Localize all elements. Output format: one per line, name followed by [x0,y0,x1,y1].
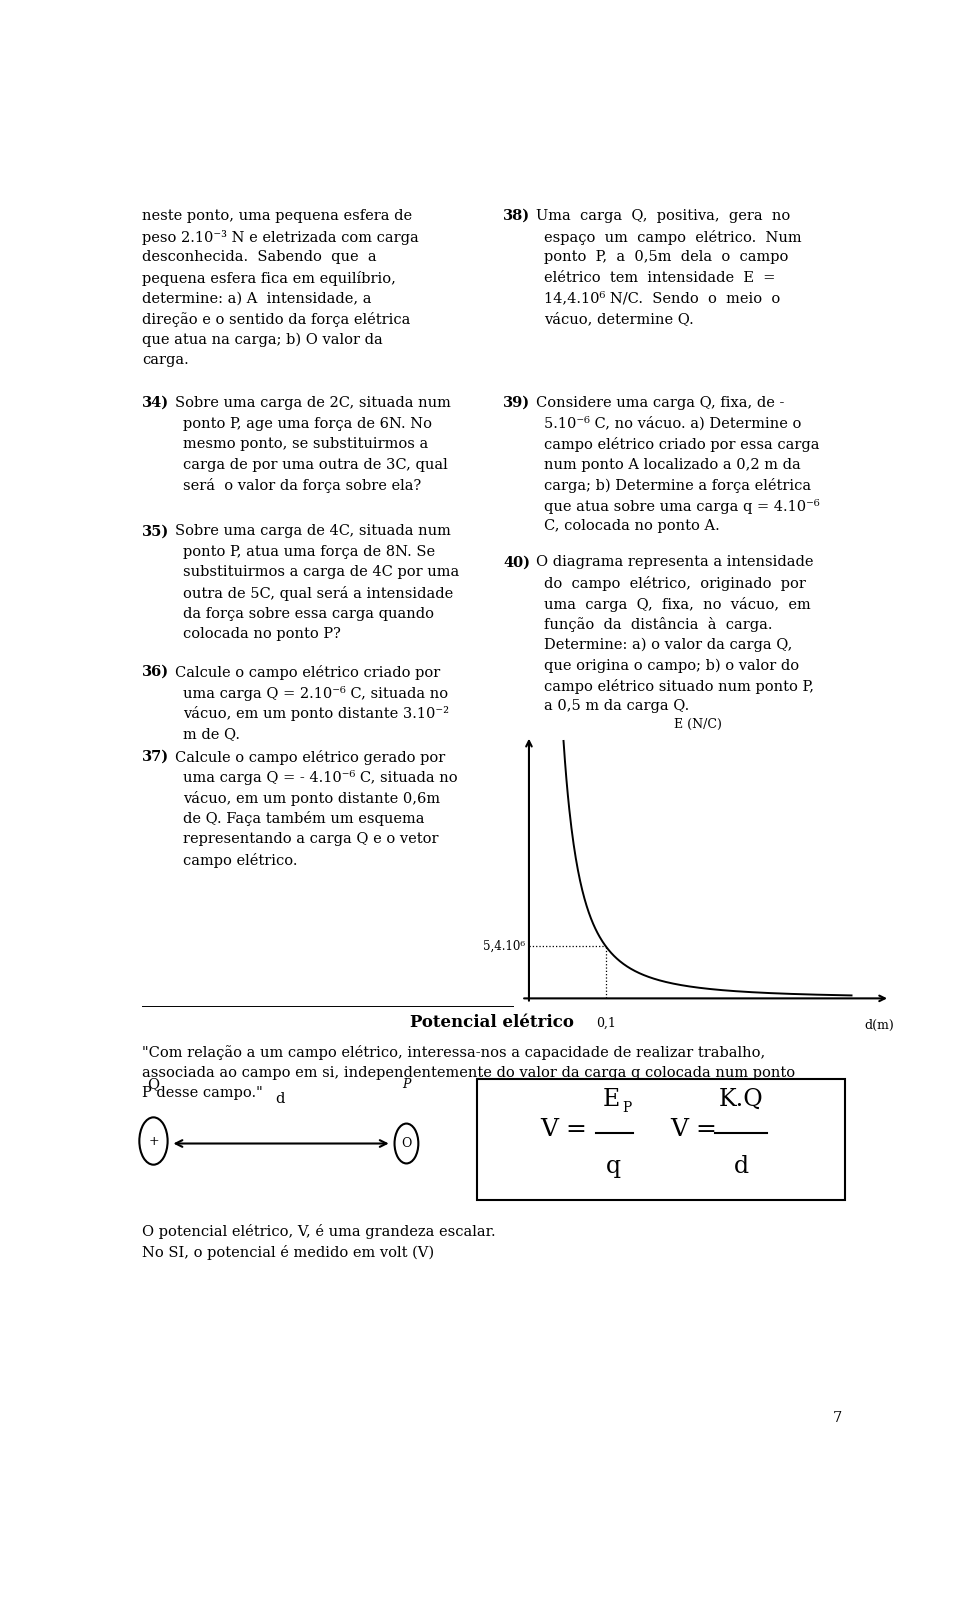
Text: E (N/C): E (N/C) [674,718,722,731]
Text: ponto  P,  a  0,5m  dela  o  campo: ponto P, a 0,5m dela o campo [544,251,788,264]
Text: outra de 5C, qual será a intensidade: outra de 5C, qual será a intensidade [183,586,453,600]
Text: 36): 36) [142,665,170,680]
Text: do  campo  elétrico,  originado  por: do campo elétrico, originado por [544,576,806,591]
Text: elétrico  tem  intensidade  E  =: elétrico tem intensidade E = [544,270,776,285]
Text: representando a carga Q e o vetor: representando a carga Q e o vetor [183,832,439,846]
Text: mesmo ponto, se substituirmos a: mesmo ponto, se substituirmos a [183,437,428,451]
Text: Sobre uma carga de 2C, situada num: Sobre uma carga de 2C, situada num [175,396,451,409]
Text: 5,4.10⁶: 5,4.10⁶ [483,940,525,953]
Text: "Com relação a um campo elétrico, interessa-nos a capacidade de realizar trabalh: "Com relação a um campo elétrico, intere… [142,1045,765,1060]
Text: que atua sobre uma carga q = 4.10⁻⁶: que atua sobre uma carga q = 4.10⁻⁶ [544,498,820,515]
Text: d(m): d(m) [864,1019,894,1032]
Text: 35): 35) [142,524,170,539]
Text: 37): 37) [142,749,170,764]
Text: O diagrama representa a intensidade: O diagrama representa a intensidade [536,555,813,570]
Text: de Q. Faça também um esquema: de Q. Faça também um esquema [183,812,424,827]
Text: associada ao campo em si, independentemente do valor da carga q colocada num pon: associada ao campo em si, independenteme… [142,1066,796,1079]
Text: +: + [148,1134,158,1147]
Text: O: O [401,1137,412,1150]
Text: E: E [603,1087,619,1112]
Text: espaço  um  campo  elétrico.  Num: espaço um campo elétrico. Num [544,230,802,244]
Text: P: P [622,1100,632,1115]
Text: função  da  distância  à  carga.: função da distância à carga. [544,616,773,633]
Text: num ponto A localizado a 0,2 m da: num ponto A localizado a 0,2 m da [544,458,801,472]
Text: ponto P, atua uma força de 8N. Se: ponto P, atua uma força de 8N. Se [183,545,436,558]
Text: 0,1: 0,1 [596,1016,615,1029]
Text: neste ponto, uma pequena esfera de: neste ponto, uma pequena esfera de [142,209,413,223]
Text: uma carga Q = - 4.10⁻⁶ C, situada no: uma carga Q = - 4.10⁻⁶ C, situada no [183,770,458,785]
Text: colocada no ponto P?: colocada no ponto P? [183,628,341,641]
Text: vácuo, em um ponto distante 0,6m: vácuo, em um ponto distante 0,6m [183,791,441,806]
Text: q: q [606,1155,621,1178]
Text: vácuo, em um ponto distante 3.10⁻²: vácuo, em um ponto distante 3.10⁻² [183,705,449,722]
Text: da força sobre essa carga quando: da força sobre essa carga quando [183,607,434,621]
Text: Q: Q [148,1078,159,1091]
Text: Potencial elétrico: Potencial elétrico [410,1014,574,1031]
Text: vácuo, determine Q.: vácuo, determine Q. [544,312,694,325]
FancyBboxPatch shape [477,1079,846,1199]
Text: ponto P, age uma força de 6N. No: ponto P, age uma força de 6N. No [183,416,432,430]
Text: 7: 7 [832,1411,842,1425]
Text: Considere uma carga Q, fixa, de -: Considere uma carga Q, fixa, de - [536,396,784,409]
Text: pequena esfera fica em equilíbrio,: pequena esfera fica em equilíbrio, [142,270,396,286]
Text: Determine: a) o valor da carga Q,: Determine: a) o valor da carga Q, [544,637,792,652]
Text: uma  carga  Q,  fixa,  no  vácuo,  em: uma carga Q, fixa, no vácuo, em [544,597,811,612]
Text: 14,4.10⁶ N/C.  Sendo  o  meio  o: 14,4.10⁶ N/C. Sendo o meio o [544,291,780,306]
Text: P: P [402,1078,411,1091]
Text: O potencial elétrico, V, é uma grandeza escalar.: O potencial elétrico, V, é uma grandeza … [142,1225,496,1239]
Text: substituirmos a carga de 4C por uma: substituirmos a carga de 4C por uma [183,565,460,579]
Text: campo elétrico.: campo elétrico. [183,853,298,867]
Text: será  o valor da força sobre ela?: será o valor da força sobre ela? [183,479,421,493]
Text: desconhecida.  Sabendo  que  a: desconhecida. Sabendo que a [142,251,377,264]
Text: Calcule o campo elétrico criado por: Calcule o campo elétrico criado por [175,665,441,680]
Text: carga; b) Determine a força elétrica: carga; b) Determine a força elétrica [544,479,811,493]
Text: 38): 38) [503,209,530,223]
Text: C, colocada no ponto A.: C, colocada no ponto A. [544,519,720,534]
Text: carga de por uma outra de 3C, qual: carga de por uma outra de 3C, qual [183,458,448,472]
Text: que origina o campo; b) o valor do: que origina o campo; b) o valor do [544,659,800,673]
Text: Calcule o campo elétrico gerado por: Calcule o campo elétrico gerado por [175,749,445,765]
Text: 5.10⁻⁶ C, no vácuo. a) Determine o: 5.10⁻⁶ C, no vácuo. a) Determine o [544,416,802,430]
Text: V =: V = [670,1118,717,1141]
Text: Sobre uma carga de 4C, situada num: Sobre uma carga de 4C, situada num [175,524,451,539]
Text: carga.: carga. [142,353,189,367]
Text: 34): 34) [142,396,170,409]
Text: campo elétrico criado por essa carga: campo elétrico criado por essa carga [544,437,820,451]
Text: campo elétrico situado num ponto P,: campo elétrico situado num ponto P, [544,680,814,694]
Text: determine: a) A  intensidade, a: determine: a) A intensidade, a [142,291,372,306]
Text: direção e o sentido da força elétrica: direção e o sentido da força elétrica [142,312,411,327]
Text: 39): 39) [503,396,530,409]
Text: V =: V = [540,1118,588,1141]
Text: No SI, o potencial é medido em volt (V): No SI, o potencial é medido em volt (V) [142,1244,435,1260]
Text: Uma  carga  Q,  positiva,  gera  no: Uma carga Q, positiva, gera no [536,209,790,223]
Text: m de Q.: m de Q. [183,726,240,741]
Text: 40): 40) [503,555,530,570]
Text: a 0,5 m da carga Q.: a 0,5 m da carga Q. [544,699,689,714]
Text: d: d [733,1155,749,1178]
Text: P desse campo.": P desse campo." [142,1086,263,1100]
Text: uma carga Q = 2.10⁻⁶ C, situada no: uma carga Q = 2.10⁻⁶ C, situada no [183,686,448,701]
Text: K.Q: K.Q [719,1087,763,1112]
Text: peso 2.10⁻³ N e eletrizada com carga: peso 2.10⁻³ N e eletrizada com carga [142,230,420,244]
Text: d: d [276,1092,285,1107]
Text: que atua na carga; b) O valor da: que atua na carga; b) O valor da [142,332,383,346]
